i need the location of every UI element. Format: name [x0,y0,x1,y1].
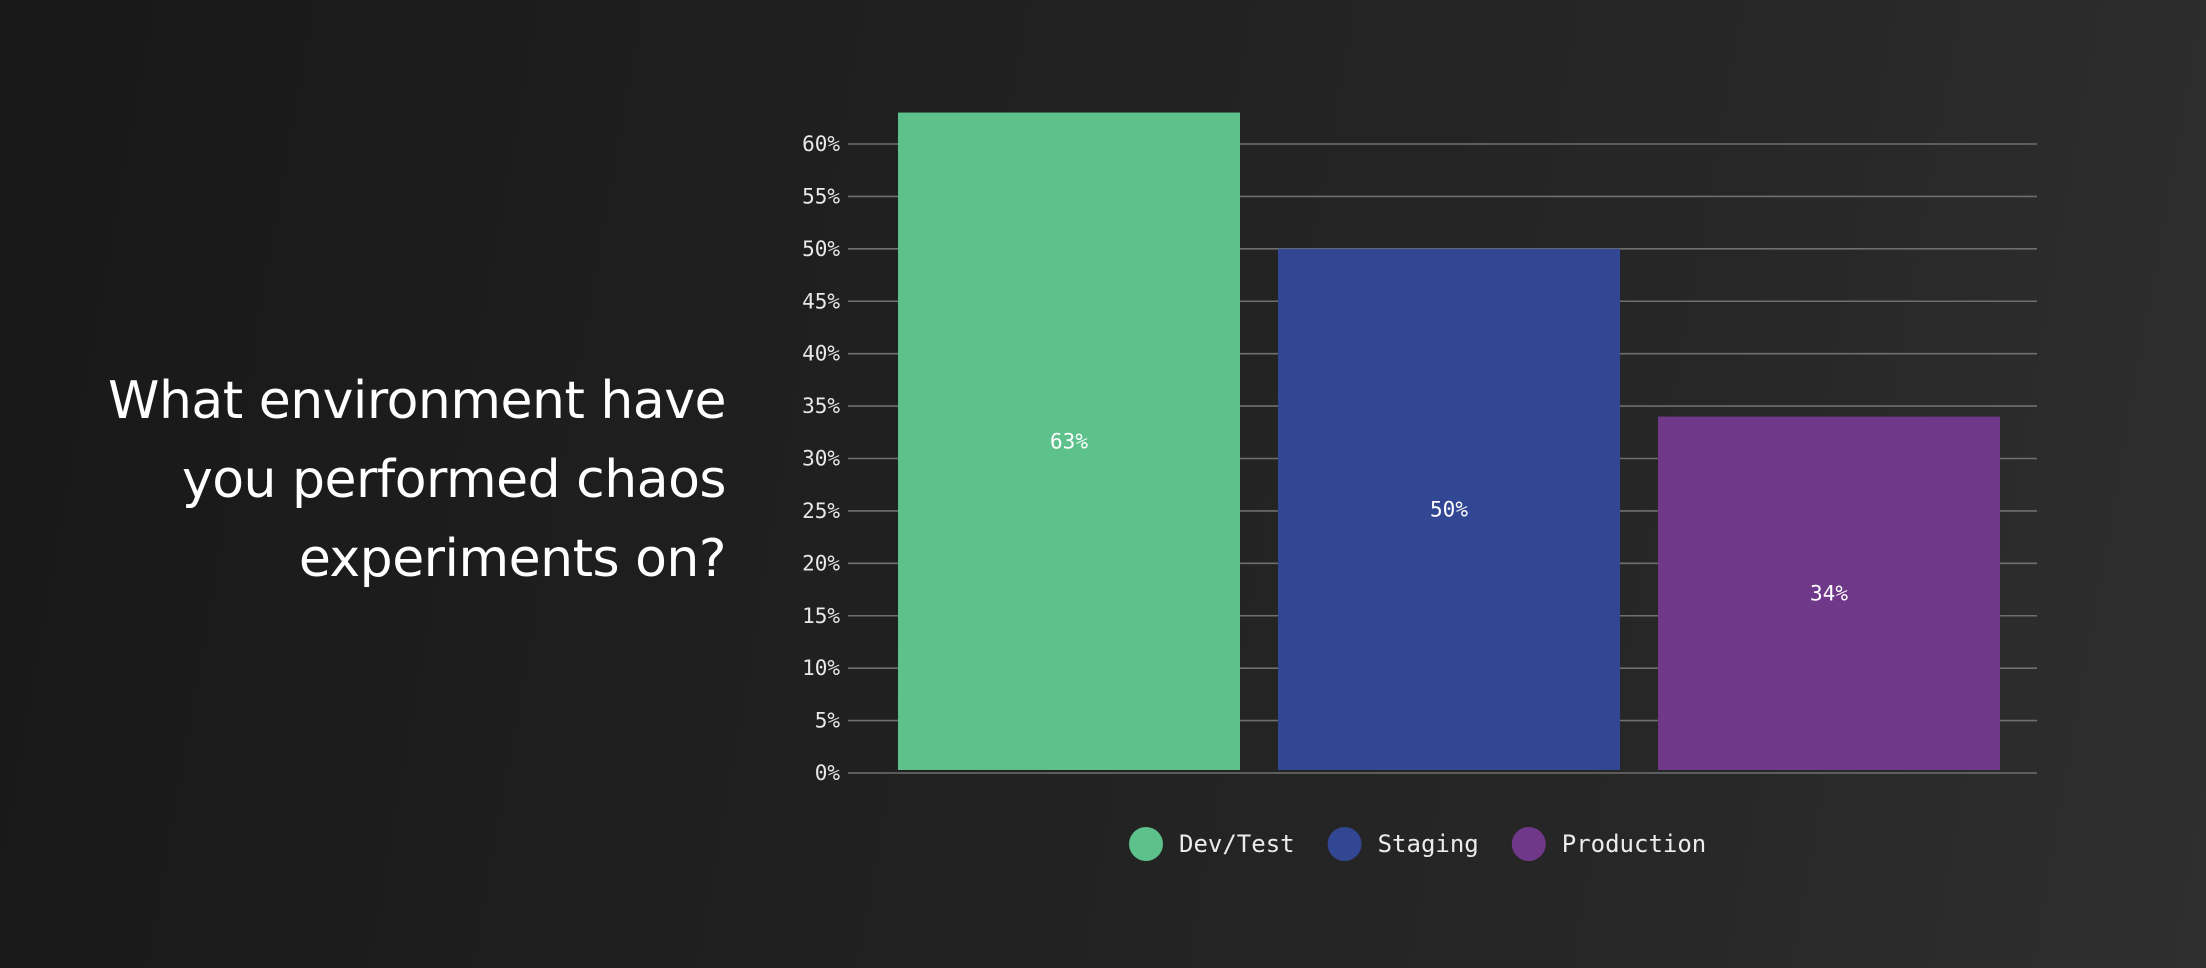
bar-value-label: 63% [1050,429,1088,453]
y-tick-label: 55% [802,184,840,208]
legend-swatch [1511,827,1546,861]
bars: 63% 50% 34% [898,112,2000,771]
y-tick-label: 10% [802,656,840,680]
y-tick-label: 40% [802,342,840,366]
legend-label: Dev/Test [1179,830,1295,858]
y-tick-label: 5% [815,709,841,733]
legend-label: Production [1562,830,1707,858]
bar [1278,248,1620,771]
bar-value-label: 50% [1430,497,1468,521]
chart-question-title: What environment have you performed chao… [108,371,726,589]
y-axis-ticks: 0% 5% 10% 15% 20% 25% 30% 35% 40% 45% 50% 55% 60% [802,132,840,785]
legend-label: Staging [1378,830,1479,858]
bar-value-label: 34% [1810,581,1848,605]
y-tick-label: 60% [802,132,840,156]
y-tick-label: 20% [802,551,840,575]
bar [1658,416,2000,770]
y-tick-label: 35% [802,394,840,418]
y-tick-label: 50% [802,237,840,261]
y-tick-label: 25% [802,499,840,523]
y-tick-label: 15% [802,604,840,628]
legend-swatch [1327,827,1362,861]
y-tick-label: 30% [802,447,840,471]
legend: Dev/Test Staging Production [1129,827,1706,861]
legend-swatch [1129,827,1163,861]
y-tick-label: 0% [815,761,841,785]
bar [898,112,1240,771]
y-tick-label: 45% [802,289,840,313]
